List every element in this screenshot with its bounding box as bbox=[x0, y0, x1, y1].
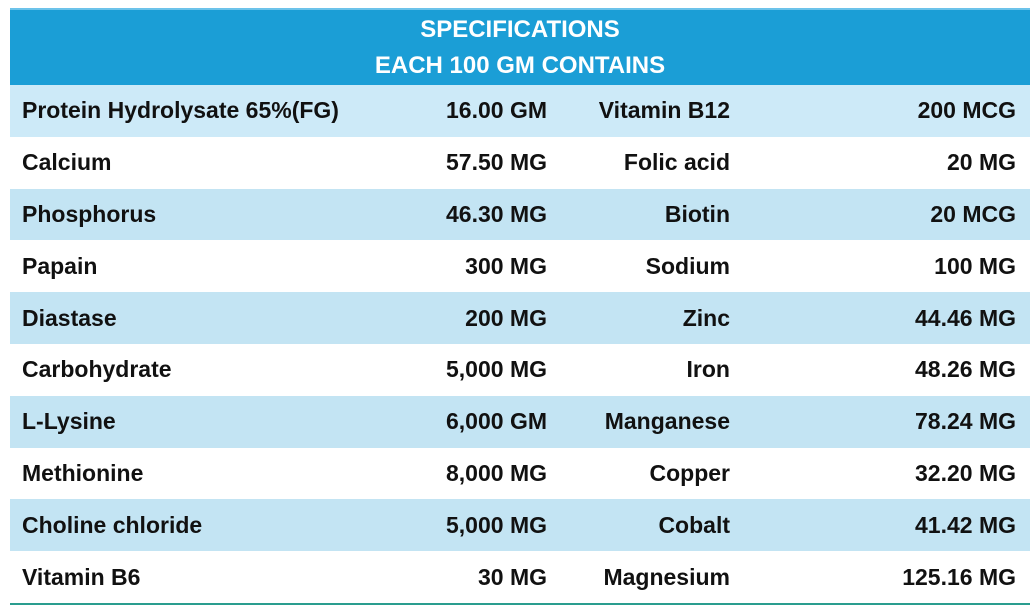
ingredient-amount: 41.42 MG bbox=[730, 499, 1030, 552]
ingredient-amount: 125.16 MG bbox=[902, 563, 1016, 590]
header-title: SPECIFICATIONS bbox=[420, 16, 620, 43]
table-row: Methionine 8,000 MG Copper 32.20 MG bbox=[10, 448, 1030, 500]
table-row: Protein Hydrolysate 65%(FG) 16.00 GM Vitam… bbox=[10, 85, 1030, 137]
ingredient-amount: 16.00 GM bbox=[410, 85, 547, 137]
ingredient-amount: 100 MG bbox=[934, 252, 1016, 279]
ingredient-name: Protein Hydrolysate 65%(FG) bbox=[10, 85, 410, 137]
ingredient-amount: 20 MCG bbox=[730, 188, 1030, 241]
ingredient-amount: 32.20 MG bbox=[915, 459, 1016, 486]
table-row: Choline chloride 5,000 MG Cobalt 41.42 MG bbox=[10, 499, 1030, 552]
ingredient-name: Papain bbox=[22, 252, 98, 279]
ingredient-name: Zinc bbox=[547, 292, 730, 344]
table-row: Papain 300 MG Sodium 100 MG bbox=[10, 240, 1030, 292]
ingredient-amount: 5,000 MG bbox=[410, 499, 547, 552]
ingredient-name: Sodium bbox=[645, 252, 730, 279]
ingredient-name: Manganese bbox=[547, 395, 730, 448]
spec-table: Protein Hydrolysate 65%(FG) 16.00 GM Vitam… bbox=[10, 85, 1030, 605]
ingredient-amount: 30 MG bbox=[477, 563, 547, 590]
ingredient-name: Methionine bbox=[22, 459, 144, 486]
spec-table-card: SPECIFICATIONS EACH 100 GM CONTAINS Prot… bbox=[10, 8, 1030, 605]
table-row: Phosphorus 46.30 MG Biotin 20 MCG bbox=[10, 188, 1030, 241]
ingredient-name: Phosphorus bbox=[10, 188, 410, 241]
ingredient-name: Biotin bbox=[547, 188, 730, 241]
ingredient-name: Iron bbox=[686, 356, 730, 383]
ingredient-name: Diastase bbox=[10, 292, 410, 344]
ingredient-amount: 200 MCG bbox=[730, 85, 1030, 137]
ingredient-name: Magnesium bbox=[603, 563, 730, 590]
table-row: Carbohydrate 5,000 MG Iron 48.26 MG bbox=[10, 344, 1030, 396]
ingredient-amount: 6,000 GM bbox=[410, 395, 547, 448]
ingredient-name: Vitamin B12 bbox=[547, 85, 730, 137]
ingredient-name: Folic acid bbox=[623, 149, 730, 176]
table-row: L-Lysine 6,000 GM Manganese 78.24 MG bbox=[10, 395, 1030, 448]
ingredient-amount: 46.30 MG bbox=[410, 188, 547, 241]
ingredient-name: L-Lysine bbox=[10, 395, 410, 448]
ingredient-name: Vitamin B6 bbox=[22, 563, 141, 590]
ingredient-amount: 5,000 MG bbox=[446, 356, 547, 383]
ingredient-name: Carbohydrate bbox=[22, 356, 172, 383]
ingredient-amount: 20 MG bbox=[946, 149, 1016, 176]
ingredient-amount: 57.50 MG bbox=[446, 149, 547, 176]
table-row: Diastase 200 MG Zinc 44.46 MG bbox=[10, 292, 1030, 344]
ingredient-amount: 300 MG bbox=[465, 252, 547, 279]
header-subtitle: EACH 100 GM CONTAINS bbox=[374, 52, 666, 79]
table-row: Calcium 57.50 MG Folic acid 20 MG bbox=[10, 137, 1030, 189]
ingredient-amount: 200 MG bbox=[410, 292, 547, 344]
ingredient-name: Cobalt bbox=[547, 499, 730, 552]
ingredient-amount: 48.26 MG bbox=[915, 356, 1016, 383]
table-header: SPECIFICATIONS EACH 100 GM CONTAINS bbox=[10, 8, 1030, 85]
table-row: Vitamin B6 30 MG Magnesium 125.16 MG bbox=[10, 551, 1030, 604]
ingredient-name: Calcium bbox=[22, 149, 112, 176]
ingredient-name: Choline chloride bbox=[10, 499, 410, 552]
ingredient-amount: 44.46 MG bbox=[730, 292, 1030, 344]
ingredient-amount: 8,000 MG bbox=[446, 459, 547, 486]
ingredient-name: Copper bbox=[649, 459, 731, 486]
ingredient-amount: 78.24 MG bbox=[730, 395, 1030, 448]
